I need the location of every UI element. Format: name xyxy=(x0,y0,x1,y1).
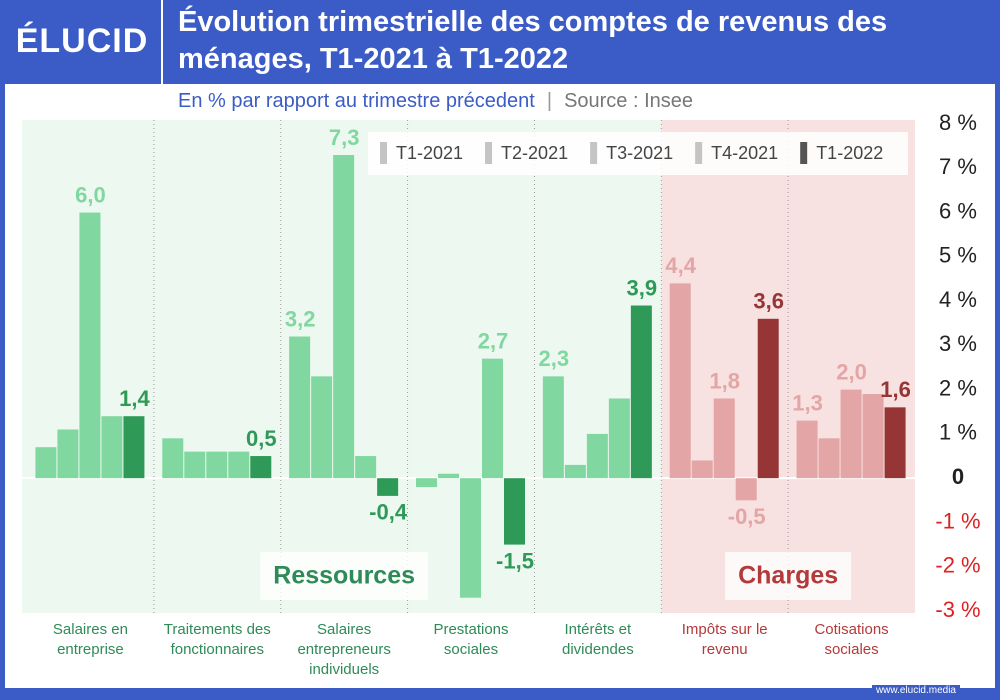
bar xyxy=(796,420,818,479)
bar xyxy=(669,283,691,479)
footer-url: www.elucid.media xyxy=(871,685,960,696)
y-tick-label: 3 % xyxy=(939,331,977,356)
bar xyxy=(311,376,333,479)
bar xyxy=(162,438,184,479)
subtitle-row: En % par rapport au trimestre précedent |… xyxy=(178,90,693,113)
value-label: 1,8 xyxy=(709,368,740,393)
y-tick-label: 7 % xyxy=(939,154,977,179)
bar xyxy=(713,398,735,479)
x-tick-label: Cotisations sociales xyxy=(814,621,889,658)
group-label-box xyxy=(725,552,852,600)
value-label: 2,3 xyxy=(539,346,570,371)
bar xyxy=(123,416,145,479)
x-tick-label: Impôts sur le revenu xyxy=(681,621,768,658)
value-label: 0,5 xyxy=(246,426,277,451)
bar xyxy=(250,456,272,479)
bar xyxy=(57,429,79,479)
bar xyxy=(818,438,840,479)
x-tick-label: Intérêts et dividendes xyxy=(561,621,634,658)
legend-label: T2-2021 xyxy=(501,143,568,163)
x-tick-label: Traitements des fonctionnaires xyxy=(163,621,271,658)
value-label: 6,0 xyxy=(75,182,106,207)
value-label: 4,4 xyxy=(665,253,696,278)
bar xyxy=(377,478,399,496)
y-tick-label: -2 % xyxy=(935,553,980,578)
divider: | xyxy=(546,90,553,112)
legend-swatch xyxy=(590,142,598,164)
value-label: 2,7 xyxy=(478,328,509,353)
y-tick-label: 4 % xyxy=(939,287,977,312)
value-label: 2,0 xyxy=(836,359,867,384)
bar xyxy=(735,478,757,501)
value-label: -0,4 xyxy=(369,500,408,525)
bar xyxy=(862,394,884,479)
bar xyxy=(460,478,481,598)
bar xyxy=(184,451,206,479)
y-tick-label: 2 % xyxy=(939,375,977,400)
value-label: 7,3 xyxy=(329,125,360,150)
legend-label: T4-2021 xyxy=(711,143,778,163)
bar xyxy=(289,336,311,479)
y-tick-label: -3 % xyxy=(935,597,980,622)
bar xyxy=(757,318,779,479)
bar xyxy=(482,358,503,479)
value-label: 3,9 xyxy=(627,275,658,300)
x-tick-label: Prestations sociales xyxy=(433,621,509,658)
bar xyxy=(630,305,652,479)
bar xyxy=(564,464,586,479)
y-tick-label: 8 % xyxy=(939,110,977,135)
value-label: 1,6 xyxy=(880,377,911,402)
legend-label: T1-2022 xyxy=(816,143,883,163)
bar xyxy=(504,478,525,545)
legend-label: T1-2021 xyxy=(396,143,463,163)
bar xyxy=(884,407,906,479)
bar xyxy=(691,460,713,479)
value-label: 1,4 xyxy=(119,386,150,411)
group-label: Charges xyxy=(738,562,838,590)
bar xyxy=(35,447,57,479)
legend-swatch xyxy=(800,142,808,164)
legend-swatch xyxy=(380,142,387,164)
legend-label: T3-2021 xyxy=(606,143,673,163)
bar xyxy=(228,451,250,479)
separator xyxy=(161,0,163,84)
group-label: Ressources xyxy=(273,562,415,590)
bar xyxy=(333,154,355,479)
y-tick-label: 6 % xyxy=(939,198,977,223)
chart-title: Évolution trimestrielle des comptes de r… xyxy=(178,6,888,75)
x-tick-label: Salaires entrepreneurs individuels xyxy=(297,621,391,678)
y-tick-label: -1 % xyxy=(935,508,980,533)
y-tick-label: 5 % xyxy=(939,243,977,268)
value-label: -0,5 xyxy=(728,504,766,529)
y-tick-label: 0 xyxy=(952,464,964,489)
value-label: -1,5 xyxy=(496,548,534,573)
bar xyxy=(542,376,564,479)
legend-box xyxy=(368,132,908,175)
bar xyxy=(206,451,228,479)
bar xyxy=(586,433,608,479)
logo: ÉLUCID xyxy=(15,22,149,60)
header xyxy=(0,0,1000,84)
value-label: 3,6 xyxy=(753,289,784,314)
bar xyxy=(79,212,101,479)
subtitle: En % par rapport au trimestre précedent xyxy=(178,90,535,112)
x-tick-label: Salaires en entreprise xyxy=(52,621,128,658)
bar xyxy=(438,473,459,479)
value-label: 3,2 xyxy=(285,306,316,331)
bar xyxy=(608,398,630,479)
legend-swatch xyxy=(695,142,703,164)
group-background xyxy=(661,120,915,613)
group-label-box xyxy=(260,552,429,600)
y-tick-label: 1 % xyxy=(939,420,977,445)
value-label: 1,3 xyxy=(792,390,823,415)
legend-swatch xyxy=(485,142,493,164)
bar xyxy=(840,389,862,479)
bar xyxy=(101,416,123,479)
source: Source : Insee xyxy=(564,90,694,112)
footer-band xyxy=(0,688,1000,700)
bar xyxy=(416,478,437,488)
bar xyxy=(355,456,377,479)
